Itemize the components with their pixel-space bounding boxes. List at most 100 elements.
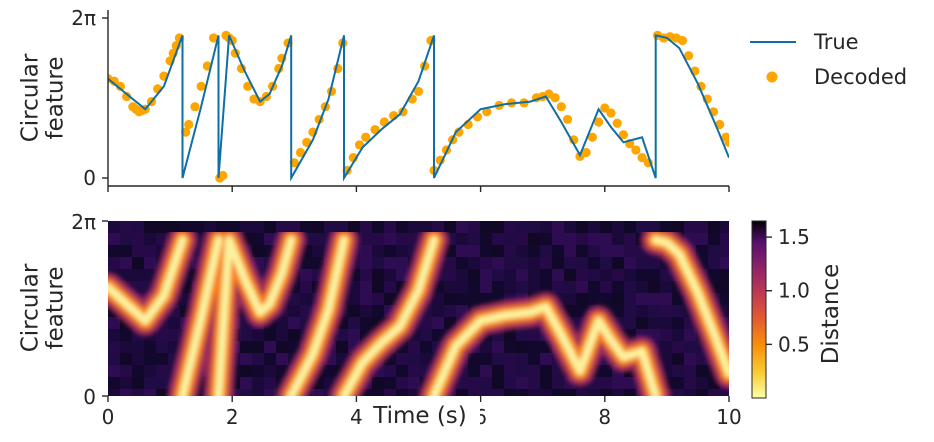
- heatmap-cell: [108, 377, 120, 389]
- heatmap-cell: [636, 257, 648, 269]
- heatmap-cell: [504, 365, 516, 377]
- heatmap-cell: [156, 329, 168, 341]
- heatmap-cell: [708, 221, 720, 233]
- colorbar-tick-label: 1.0: [778, 279, 810, 303]
- heatmap-cell: [720, 257, 729, 269]
- heatmap-cell: [624, 317, 636, 329]
- top-x-ticks: [107, 186, 730, 192]
- xlabel-backdrop: [362, 398, 480, 430]
- heatmap-cell: [168, 317, 180, 329]
- heatmap-cell: [648, 317, 660, 329]
- heatmap-cell: [144, 377, 156, 389]
- heatmap-cell: [600, 269, 612, 281]
- heatmap-cell: [552, 257, 564, 269]
- heatmap-cell: [408, 341, 420, 353]
- heatmap-cell: [240, 341, 252, 353]
- heatmap-cell: [396, 221, 408, 233]
- heatmap-cell: [672, 329, 684, 341]
- heatmap-cell: [312, 221, 324, 233]
- heatmap-cell: [492, 257, 504, 269]
- heatmap-cell: [156, 353, 168, 365]
- heatmap-cell: [384, 221, 396, 233]
- heatmap-cell: [672, 377, 684, 389]
- decoded-point: [562, 114, 573, 125]
- heatmap-cell: [432, 329, 444, 341]
- colorbar: 0.5 1.0 1.5 Distance: [751, 220, 844, 399]
- heatmap-cell: [360, 317, 372, 329]
- heatmap-cell: [468, 389, 480, 396]
- heatmap-cell: [276, 365, 288, 377]
- heatmap-cell: [612, 305, 624, 317]
- heatmap-cell: [456, 293, 468, 305]
- heatmap-cell: [672, 293, 684, 305]
- heatmap-cell: [540, 233, 552, 245]
- colorbar-label: Distance: [818, 264, 844, 365]
- heatmap-cell: [396, 257, 408, 269]
- heatmap-cell: [240, 353, 252, 365]
- heatmap-cell: [552, 269, 564, 281]
- heatmap-cell: [228, 389, 240, 396]
- heatmap-cell: [252, 233, 264, 245]
- heatmap-cell: [132, 257, 144, 269]
- heatmap-cell: [684, 329, 696, 341]
- heatmap-cell: [108, 365, 120, 377]
- heatmap-cell: [288, 341, 300, 353]
- heatmap-cell: [720, 389, 729, 396]
- heatmap-cell: [540, 221, 552, 233]
- heatmap-cell: [240, 221, 252, 233]
- decoded-point: [361, 132, 371, 142]
- heatmap-cell: [648, 305, 660, 317]
- heatmap-cell: [264, 365, 276, 377]
- heatmap-cell: [492, 377, 504, 389]
- bottom-x-tick-label: 10: [716, 405, 741, 429]
- heatmap-cell: [312, 257, 324, 269]
- heatmap-cell: [684, 377, 696, 389]
- heatmap-cell: [240, 329, 252, 341]
- heatmap-cell: [444, 257, 456, 269]
- heatmap-cell: [576, 281, 588, 293]
- heatmap-cell: [240, 377, 252, 389]
- heatmap-cell: [612, 257, 624, 269]
- heatmap-cell: [156, 221, 168, 233]
- heatmap-cell: [120, 269, 132, 281]
- heatmap-cell: [360, 281, 372, 293]
- decoded-scatter: [108, 30, 729, 183]
- colorbar-tick-label: 0.5: [778, 332, 810, 356]
- heatmap-cell: [408, 353, 420, 365]
- heatmap-cell: [552, 281, 564, 293]
- heatmap-cell: [384, 233, 396, 245]
- heatmap-cell: [144, 233, 156, 245]
- decoded-point: [569, 135, 579, 145]
- heatmap-cell: [636, 269, 648, 281]
- heatmap-cell: [624, 305, 636, 317]
- heatmap-cell: [288, 293, 300, 305]
- heatmap-cell: [468, 365, 480, 377]
- decoded-point: [606, 108, 616, 118]
- heatmap-cell: [324, 365, 336, 377]
- heatmap-cell: [504, 341, 516, 353]
- heatmap-cell: [660, 353, 672, 365]
- heatmap-cell: [468, 257, 480, 269]
- heatmap-cell: [720, 245, 729, 257]
- heatmap-cell: [528, 233, 540, 245]
- heatmap-cell: [264, 329, 276, 341]
- heatmap-cell: [636, 281, 648, 293]
- heatmap-cell: [264, 389, 276, 396]
- decoded-point: [587, 132, 597, 142]
- heatmap-cell: [528, 221, 540, 233]
- heatmap-cell: [168, 329, 180, 341]
- bottom-y-axis-label: Circularfeature: [17, 263, 68, 352]
- heatmap-cell: [504, 281, 516, 293]
- heatmap-cell: [492, 365, 504, 377]
- heatmap-cell: [528, 257, 540, 269]
- heatmap-cell: [120, 329, 132, 341]
- heatmap-cell: [468, 221, 480, 233]
- heatmap-cell: [660, 293, 672, 305]
- bottom-x-tick-label: 2: [226, 405, 239, 429]
- decoded-point: [295, 147, 306, 158]
- heatmap-cell: [516, 281, 528, 293]
- heatmap-cell: [600, 245, 612, 257]
- heatmap-cell: [672, 317, 684, 329]
- heatmap-cell: [564, 305, 576, 317]
- heatmap-cell: [168, 341, 180, 353]
